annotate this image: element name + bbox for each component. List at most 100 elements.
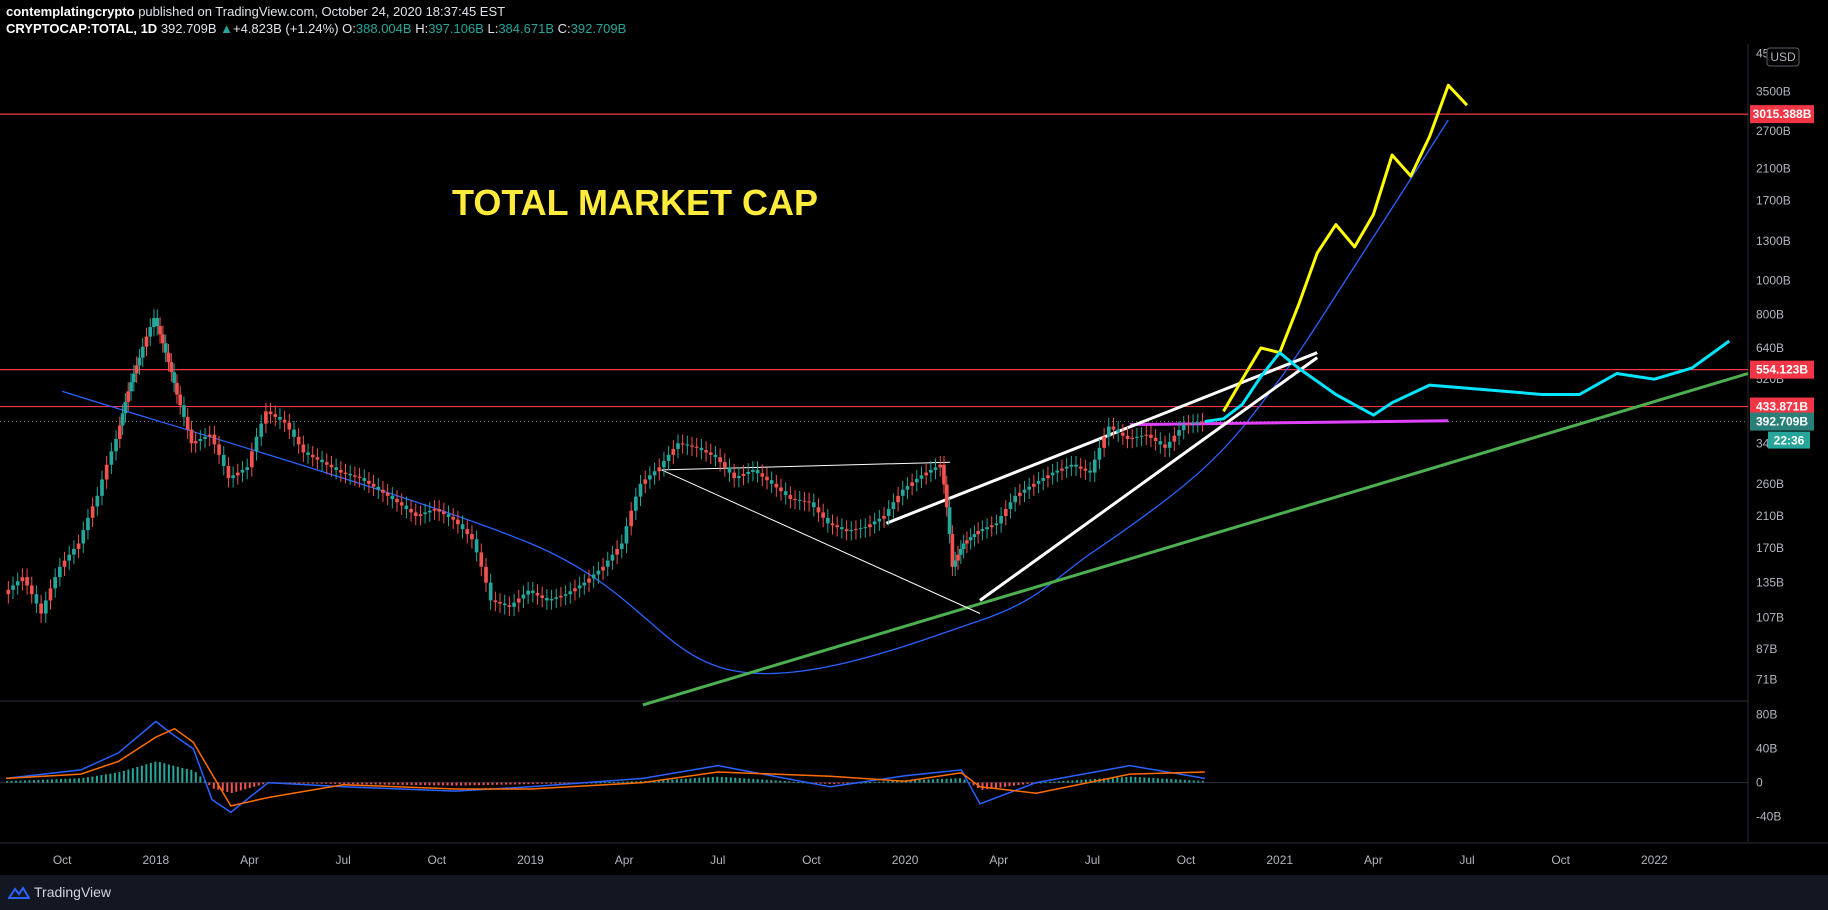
candle-body bbox=[830, 523, 835, 526]
macd-histogram-bar bbox=[208, 782, 211, 785]
candle-body bbox=[652, 471, 657, 476]
candle-body bbox=[488, 582, 493, 601]
candle-body bbox=[769, 480, 774, 484]
macd-histogram-bar bbox=[55, 779, 58, 783]
candle-body bbox=[1191, 423, 1195, 425]
price-change: +4.823B (+1.24%) bbox=[233, 21, 339, 36]
author-name[interactable]: contemplatingcrypto bbox=[6, 4, 135, 19]
candle-body bbox=[376, 486, 381, 490]
macd-histogram-bar bbox=[999, 782, 1002, 788]
candle-body bbox=[1158, 441, 1163, 445]
macd-histogram-bar bbox=[1161, 778, 1164, 783]
candle-body bbox=[751, 469, 755, 472]
macd-histogram-bar bbox=[765, 779, 768, 783]
macd-histogram-bar bbox=[918, 779, 921, 783]
macd-histogram-bar bbox=[1156, 778, 1159, 783]
candle-body bbox=[685, 444, 690, 446]
candle-body bbox=[1139, 435, 1144, 437]
symbol-label[interactable]: CRYPTOCAP:TOTAL, 1D bbox=[6, 21, 158, 36]
trendline bbox=[979, 356, 1319, 602]
macd-histogram-bar bbox=[860, 782, 863, 784]
y-tick-label: 1700B bbox=[1756, 194, 1791, 208]
macd-histogram-bar bbox=[347, 782, 350, 785]
candle-body bbox=[432, 508, 437, 511]
candle-body bbox=[353, 475, 357, 477]
macd-histogram-bar bbox=[563, 782, 566, 784]
candle-body bbox=[287, 422, 292, 430]
candle-body bbox=[404, 505, 409, 509]
low-label: L: bbox=[487, 21, 499, 36]
macd-histogram-bar bbox=[451, 782, 454, 786]
candle-body bbox=[545, 597, 549, 601]
macd-histogram-bar bbox=[1192, 780, 1195, 783]
macd-histogram-bar bbox=[293, 782, 296, 784]
candle-body bbox=[371, 483, 376, 487]
macd-histogram-bar bbox=[1116, 777, 1119, 783]
candle-body bbox=[292, 429, 296, 437]
macd-histogram-bar bbox=[1125, 776, 1128, 783]
macd-histogram-bar bbox=[770, 780, 773, 783]
high-value: 397.106B bbox=[428, 21, 484, 36]
macd-histogram-bar bbox=[873, 781, 876, 783]
macd-histogram-bar bbox=[10, 780, 13, 783]
macd-histogram-bar bbox=[869, 782, 872, 784]
candle-body bbox=[985, 527, 989, 530]
candle-body bbox=[910, 482, 914, 486]
macd-histogram-bar bbox=[73, 778, 76, 783]
candle-body bbox=[989, 525, 994, 528]
candle-body bbox=[67, 554, 72, 561]
candle-body bbox=[399, 502, 404, 506]
macd-histogram-bar bbox=[1044, 782, 1047, 784]
macd-histogram-bar bbox=[1197, 780, 1200, 783]
tradingview-brand[interactable]: TradingView bbox=[34, 884, 112, 900]
macd-histogram-bar bbox=[176, 766, 179, 783]
candle-body bbox=[732, 472, 737, 479]
macd-histogram-bar bbox=[253, 782, 256, 787]
candle-body bbox=[126, 391, 131, 402]
candle-body bbox=[442, 511, 446, 515]
macd-histogram-bar bbox=[603, 782, 606, 784]
macd-histogram-bar bbox=[1021, 782, 1024, 785]
macd-histogram-bar bbox=[1053, 781, 1056, 783]
y-tick-label: 2100B bbox=[1756, 162, 1791, 176]
candle-body bbox=[72, 548, 76, 555]
macd-histogram-bar bbox=[518, 782, 521, 785]
candle-body bbox=[144, 336, 149, 347]
candle-body bbox=[231, 475, 235, 479]
open-label: O: bbox=[342, 21, 356, 36]
macd-histogram-bar bbox=[972, 782, 975, 786]
candle-body bbox=[587, 578, 591, 583]
candle-body bbox=[722, 462, 727, 468]
candle-body bbox=[95, 495, 100, 507]
macd-histogram-bar bbox=[379, 782, 382, 785]
candle-body bbox=[863, 527, 868, 529]
candle-body bbox=[718, 457, 722, 463]
candle-body bbox=[273, 414, 278, 417]
candle-body bbox=[1135, 436, 1139, 438]
footer-bar: TradingView bbox=[0, 875, 1828, 910]
macd-histogram-bar bbox=[1129, 776, 1132, 783]
candle-body bbox=[221, 454, 226, 467]
candle-body bbox=[1102, 436, 1106, 448]
candle-body bbox=[296, 436, 301, 445]
macd-histogram-bar bbox=[536, 782, 539, 784]
macd-histogram-bar bbox=[320, 782, 323, 784]
candle-body bbox=[900, 489, 905, 496]
candle-body bbox=[507, 605, 512, 607]
candle-body bbox=[1027, 486, 1032, 490]
macd-histogram-bar bbox=[684, 778, 687, 783]
macd-histogram-bar bbox=[752, 778, 755, 783]
macd-histogram-bar bbox=[590, 782, 593, 784]
macd-histogram-bar bbox=[797, 781, 800, 783]
macd-histogram-bar bbox=[19, 780, 22, 783]
macd-histogram-bar bbox=[257, 782, 260, 786]
change-arrow-icon: ▲ bbox=[220, 21, 233, 36]
macd-histogram-bar bbox=[302, 782, 305, 784]
candle-body bbox=[155, 318, 160, 327]
y-tick-label: 1300B bbox=[1756, 234, 1791, 248]
candle-body bbox=[746, 471, 751, 474]
candle-body bbox=[540, 595, 545, 598]
macd-histogram-bar bbox=[914, 779, 917, 783]
candle-body bbox=[582, 582, 587, 586]
price-chart[interactable]: 4500B3500B2700B2100B1700B1300B1000B800B6… bbox=[0, 0, 1828, 875]
